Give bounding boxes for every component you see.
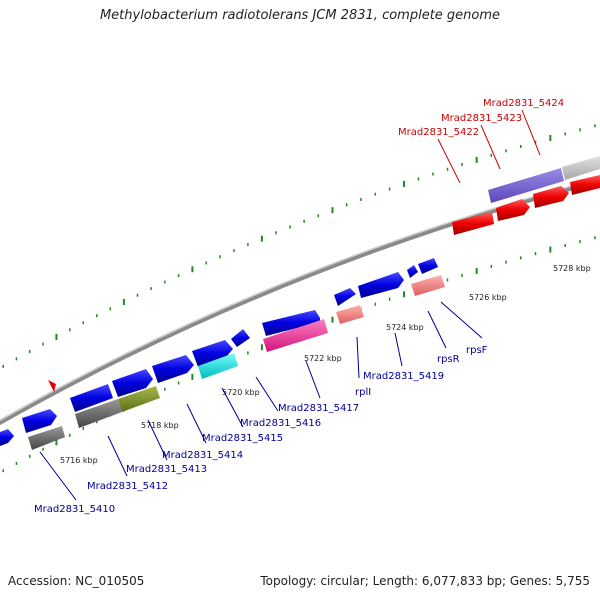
scale-label: 5716 kbp — [60, 456, 98, 465]
label-leader — [427, 310, 447, 349]
gene-label[interactable]: Mrad2831_5422 — [398, 127, 479, 138]
scale-label: 5724 kbp — [386, 323, 424, 332]
gene-arrow[interactable] — [198, 353, 238, 379]
gene-arrow[interactable] — [411, 275, 445, 296]
gene-arrow[interactable] — [334, 288, 356, 306]
scale-label: 5718 kbp — [141, 421, 179, 430]
forward-gene-labels: Mrad2831_5410 Mrad2831_5412 Mrad2831_541… — [34, 301, 488, 515]
gene-arrow[interactable] — [112, 369, 153, 397]
scale-labels: 5716 kbp 5718 kbp 5720 kbp 5722 kbp 5724… — [60, 264, 591, 465]
gene-label[interactable]: Mrad2831_5417 — [278, 403, 359, 414]
gene-label[interactable]: rpsR — [437, 354, 460, 365]
gene-arrow[interactable] — [28, 426, 65, 450]
scale-label: 5728 kbp — [553, 264, 591, 273]
label-leader — [221, 387, 244, 428]
label-leader — [147, 419, 168, 461]
label-leader — [305, 360, 321, 399]
gene-arrow[interactable] — [358, 272, 404, 298]
gene-label[interactable]: Mrad2831_5419 — [363, 371, 444, 382]
scale-label: 5722 kbp — [304, 354, 342, 363]
gene-label[interactable]: Mrad2831_5414 — [162, 450, 243, 461]
gene-arrow[interactable] — [192, 340, 233, 367]
gene-label[interactable]: Mrad2831_5416 — [240, 418, 321, 429]
label-leader — [394, 332, 403, 367]
accession-text: Accession: NC_010505 — [8, 574, 145, 588]
gene-arrow[interactable] — [452, 212, 494, 235]
gene-arrow[interactable] — [407, 265, 418, 278]
gene-arrow[interactable] — [118, 386, 160, 412]
gene-arrow[interactable] — [262, 310, 320, 336]
label-leader — [480, 124, 501, 170]
reverse-strand-genes — [452, 156, 600, 235]
gene-arrow[interactable] — [336, 305, 364, 324]
gene-arrow[interactable] — [496, 199, 530, 221]
label-leader — [521, 109, 541, 156]
gene-arrow[interactable] — [231, 329, 250, 347]
gene-arrow[interactable] — [75, 399, 122, 428]
gene-arrow[interactable] — [22, 409, 57, 433]
gene-arrow[interactable] — [70, 384, 113, 412]
label-leader — [255, 376, 279, 412]
tick-marks — [2, 124, 596, 473]
gene-label[interactable]: Mrad2831_5413 — [126, 464, 207, 475]
scale-label: 5726 kbp — [469, 293, 507, 302]
gene-arrow[interactable] — [418, 258, 438, 274]
gene-arrow[interactable] — [570, 175, 600, 195]
label-leader — [437, 138, 461, 184]
reverse-gene-labels: Mrad2831_5422 Mrad2831_5423 Mrad2831_542… — [398, 98, 564, 184]
gene-label[interactable]: Mrad2831_5415 — [202, 433, 283, 444]
gene-arrow[interactable] — [562, 156, 600, 180]
gene-label[interactable]: Mrad2831_5410 — [34, 504, 115, 515]
label-leader — [356, 336, 360, 379]
label-leader — [440, 301, 483, 339]
label-leader — [107, 435, 128, 477]
genome-title: Methylobacterium radiotolerans JCM 2831,… — [99, 8, 501, 23]
gene-label[interactable]: Mrad2831_5412 — [87, 481, 168, 492]
genome-summary-text: Topology: circular; Length: 6,077,833 bp… — [260, 574, 590, 588]
forward-strand-genes — [0, 258, 445, 450]
gene-label[interactable]: rpsF — [466, 345, 488, 356]
gene-label[interactable]: Mrad2831_5424 — [483, 98, 564, 109]
gene-arrow[interactable] — [488, 168, 564, 203]
gene-label[interactable]: rplI — [355, 387, 371, 398]
label-leader — [39, 451, 77, 501]
gene-arrow[interactable] — [263, 319, 328, 352]
scale-label: 5720 kbp — [222, 388, 260, 397]
gene-arrow[interactable] — [0, 429, 14, 446]
label-leader — [186, 403, 207, 444]
gene-arrow[interactable] — [152, 355, 194, 383]
gene-arrow[interactable] — [533, 186, 569, 208]
position-marker[interactable] — [48, 380, 56, 392]
gene-label[interactable]: Mrad2831_5423 — [441, 113, 522, 124]
